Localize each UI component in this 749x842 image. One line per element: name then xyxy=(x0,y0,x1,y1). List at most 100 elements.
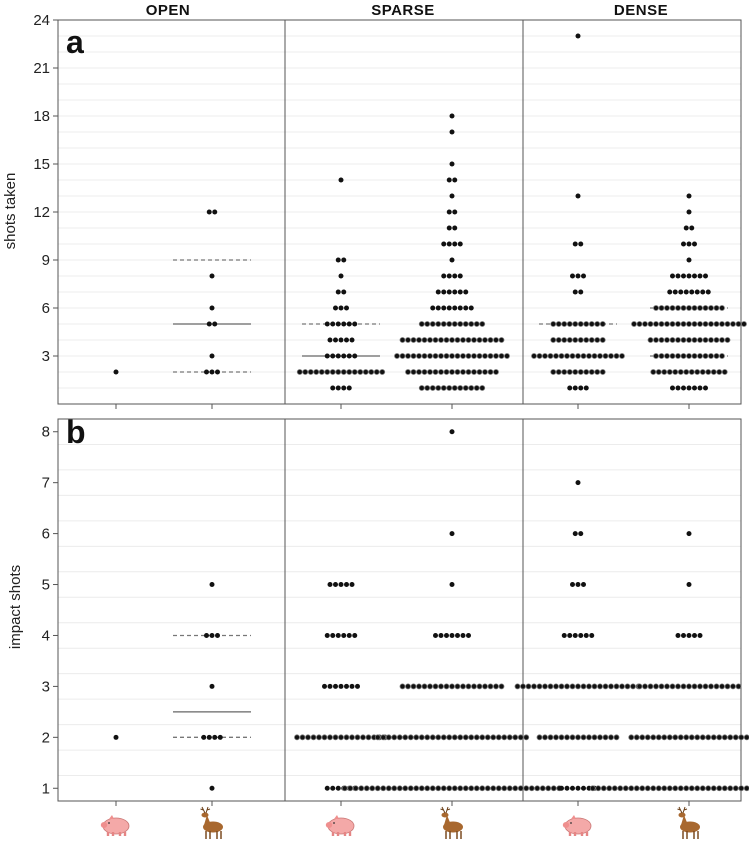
y-tick-label: 15 xyxy=(33,156,50,173)
data-point xyxy=(338,683,344,689)
data-point xyxy=(697,273,703,279)
data-point xyxy=(702,321,709,327)
data-point xyxy=(498,683,505,690)
data-point xyxy=(650,734,657,741)
data-point xyxy=(628,734,635,741)
data-point xyxy=(683,369,690,375)
data-point xyxy=(438,369,444,375)
data-point xyxy=(542,683,548,690)
data-point xyxy=(418,321,425,327)
data-point xyxy=(440,734,447,741)
data-point xyxy=(675,337,681,343)
data-point xyxy=(454,353,461,359)
data-point xyxy=(658,321,665,327)
data-point xyxy=(531,683,537,690)
data-point xyxy=(341,289,347,295)
data-point xyxy=(435,734,442,741)
data-point xyxy=(523,785,530,792)
data-point xyxy=(555,369,562,375)
data-point xyxy=(650,785,657,792)
deer-icon xyxy=(440,806,463,839)
data-point xyxy=(455,632,460,638)
data-point xyxy=(564,734,570,741)
y-tick-label: 24 xyxy=(33,12,50,29)
data-point xyxy=(561,337,568,343)
data-point xyxy=(324,353,330,359)
data-point xyxy=(691,683,698,690)
data-point xyxy=(697,321,703,327)
data-point xyxy=(710,369,717,375)
data-point xyxy=(391,785,398,792)
data-point xyxy=(599,321,606,327)
data-point xyxy=(373,369,380,375)
data-point xyxy=(335,785,341,791)
data-point xyxy=(692,385,697,391)
data-point xyxy=(452,273,458,279)
data-point xyxy=(669,683,676,690)
data-point xyxy=(429,734,436,741)
data-point xyxy=(407,734,414,741)
data-point xyxy=(341,632,347,638)
data-point xyxy=(591,353,598,359)
data-point xyxy=(633,785,640,792)
data-point xyxy=(583,369,590,375)
data-point xyxy=(421,683,428,690)
data-point xyxy=(435,385,442,391)
data-point xyxy=(703,273,708,279)
data-point xyxy=(330,321,336,327)
data-point xyxy=(407,785,414,792)
y-tick-label: 6 xyxy=(42,300,50,317)
data-point xyxy=(432,337,439,343)
data-point xyxy=(327,337,333,343)
data-point xyxy=(482,337,488,343)
data-point xyxy=(602,734,609,741)
data-point xyxy=(443,369,450,375)
data-point xyxy=(669,353,676,359)
data-point xyxy=(479,321,486,327)
data-point xyxy=(347,785,354,792)
data-point xyxy=(460,369,466,375)
data-point xyxy=(209,369,215,375)
data-point xyxy=(457,273,463,279)
data-point xyxy=(296,369,303,375)
data-point xyxy=(476,353,483,359)
data-point xyxy=(595,785,602,792)
data-point xyxy=(468,385,475,391)
data-point xyxy=(204,632,209,638)
data-point xyxy=(449,683,455,690)
data-point xyxy=(705,289,711,295)
data-point xyxy=(206,321,212,327)
data-point xyxy=(206,734,212,740)
data-point xyxy=(719,305,725,311)
data-point xyxy=(352,321,358,327)
data-point xyxy=(457,734,464,741)
data-point xyxy=(449,429,455,435)
deer-icon xyxy=(677,806,700,839)
data-point xyxy=(677,734,684,741)
data-point xyxy=(664,305,670,311)
data-point xyxy=(583,632,589,638)
data-point xyxy=(446,225,452,231)
panel-letter-a: a xyxy=(66,24,84,60)
data-point xyxy=(438,683,444,690)
data-point xyxy=(713,305,720,311)
data-point xyxy=(555,321,562,327)
data-point xyxy=(586,734,592,741)
data-point xyxy=(525,683,532,690)
data-point xyxy=(449,353,455,359)
data-point xyxy=(380,785,387,792)
data-point xyxy=(394,353,400,359)
data-point xyxy=(493,369,499,375)
data-points xyxy=(113,33,749,792)
data-point xyxy=(463,305,469,311)
data-point xyxy=(702,305,709,311)
data-point xyxy=(338,273,344,279)
data-point xyxy=(405,337,411,343)
data-point xyxy=(343,734,350,741)
data-point xyxy=(730,683,736,690)
data-point xyxy=(421,369,428,375)
data-point xyxy=(624,683,631,690)
data-point xyxy=(672,289,678,295)
data-point xyxy=(471,683,477,690)
data-point xyxy=(578,531,584,537)
